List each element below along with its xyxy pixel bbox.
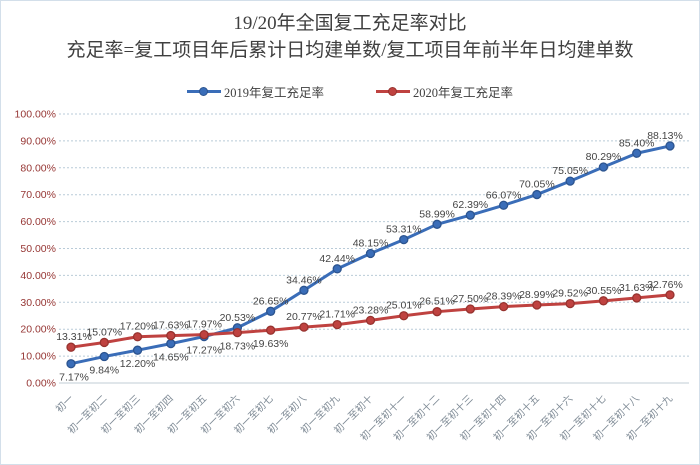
- data-label-1: 20.77%: [286, 311, 322, 323]
- series-marker-0: [532, 189, 542, 200]
- data-label-0: 7.17%: [59, 372, 89, 384]
- y-tick-label: 70.00%: [20, 189, 56, 201]
- series-marker-1: [399, 311, 409, 321]
- data-label-1: 28.39%: [486, 291, 522, 303]
- data-label-1: 17.97%: [186, 319, 222, 331]
- series-marker-1: [66, 342, 76, 352]
- series-marker-0: [332, 264, 342, 274]
- data-label-1: 32.76%: [647, 279, 683, 291]
- y-tick-label: 50.00%: [20, 243, 56, 255]
- data-label-0: 66.07%: [486, 189, 522, 201]
- legend-item-2020: 2020年复工充足率: [376, 82, 513, 101]
- chart-title: 19/20年全国复工充足率对比: [233, 13, 467, 34]
- series-marker-1: [99, 337, 109, 348]
- data-label-1: 26.51%: [419, 296, 455, 308]
- series-marker-1: [565, 298, 575, 309]
- y-tick-label: 0.00%: [26, 378, 56, 390]
- data-label-1: 17.63%: [153, 320, 189, 332]
- series-marker-0: [665, 141, 675, 151]
- series-marker-1: [598, 296, 609, 306]
- data-label-0: 62.39%: [453, 199, 489, 211]
- data-label-1: 19.63%: [253, 338, 289, 350]
- data-label-0: 75.05%: [552, 165, 588, 177]
- data-label-0: 20.53%: [220, 312, 256, 324]
- data-label-0: 34.46%: [286, 274, 322, 286]
- series-marker-0: [465, 210, 475, 220]
- series-marker-1: [299, 322, 309, 332]
- series-marker-0: [299, 285, 309, 295]
- y-tick-label: 100.00%: [15, 109, 56, 121]
- data-label-1: 17.20%: [120, 321, 156, 333]
- line-marker-icon: [186, 87, 221, 96]
- series-marker-0: [565, 176, 575, 186]
- data-label-0: 58.99%: [419, 208, 455, 220]
- series-marker-1: [665, 290, 675, 300]
- y-tick-label: 90.00%: [20, 135, 56, 147]
- line-marker-icon: [376, 87, 410, 96]
- data-label-0: 48.15%: [353, 237, 389, 249]
- data-label-1: 15.07%: [86, 326, 122, 338]
- data-label-1: 13.31%: [56, 331, 92, 343]
- data-label-0: 80.29%: [586, 151, 622, 163]
- series-marker-1: [365, 315, 376, 326]
- data-label-0: 9.84%: [89, 365, 119, 377]
- data-label-1: 30.55%: [586, 285, 622, 297]
- data-label-1: 21.71%: [319, 309, 355, 321]
- series-marker-1: [166, 330, 176, 341]
- series-marker-1: [498, 301, 509, 312]
- data-label-0: 26.65%: [253, 295, 289, 307]
- series-marker-1: [199, 330, 209, 340]
- legend-item-2019: 2019年复工充足率: [186, 82, 324, 101]
- data-label-1: 29.52%: [552, 288, 588, 300]
- series-marker-0: [266, 306, 276, 316]
- data-label-0: 70.05%: [519, 179, 555, 191]
- series-marker-0: [598, 162, 609, 172]
- series-marker-1: [465, 304, 475, 314]
- x-tick-label: 初一: [53, 392, 76, 415]
- series-marker-0: [632, 148, 642, 158]
- series-marker-1: [332, 319, 342, 330]
- series-marker-1: [432, 307, 442, 317]
- series-marker-0: [365, 248, 376, 259]
- legend-label-2020: 2020年复工充足率: [413, 86, 514, 100]
- data-label-1: 25.01%: [386, 300, 422, 312]
- data-label-0: 53.31%: [386, 224, 422, 236]
- series-marker-1: [232, 327, 243, 338]
- series-marker-0: [399, 234, 409, 245]
- data-label-0: 12.20%: [120, 358, 156, 370]
- series-marker-1: [132, 332, 143, 342]
- data-label-0: 42.44%: [319, 253, 355, 265]
- series-marker-0: [498, 200, 509, 210]
- data-label-1: 23.28%: [353, 304, 389, 316]
- series-marker-0: [132, 345, 143, 355]
- series-marker-0: [66, 359, 76, 369]
- y-tick-label: 80.00%: [20, 162, 56, 174]
- legend-label-2019: 2019年复工充足率: [223, 86, 324, 100]
- data-label-0: 14.65%: [153, 352, 189, 364]
- series-marker-0: [432, 219, 442, 229]
- chart-subtitle: 充足率=复工项目年后累计日均建单数/复工项目年前半年日均建单数: [66, 40, 634, 61]
- series-marker-1: [532, 300, 542, 310]
- series-marker-1: [632, 293, 642, 303]
- y-tick-label: 40.00%: [20, 270, 56, 282]
- series-marker-0: [166, 338, 176, 349]
- data-label-0: 17.27%: [186, 345, 222, 357]
- data-label-1: 31.63%: [619, 282, 655, 294]
- chart-legend: 2019年复工充足率 2020年复工充足率: [1, 82, 699, 101]
- series-marker-1: [266, 325, 276, 335]
- data-label-1: 27.50%: [453, 293, 489, 305]
- series-marker-0: [99, 351, 109, 362]
- y-tick-label: 10.00%: [20, 351, 56, 363]
- data-label-0: 88.13%: [647, 130, 683, 142]
- data-label-1: 18.73%: [220, 341, 256, 353]
- y-tick-label: 30.00%: [20, 297, 56, 309]
- data-label-0: 85.40%: [619, 137, 655, 149]
- y-tick-label: 60.00%: [20, 216, 56, 228]
- y-tick-label: 20.00%: [20, 324, 56, 336]
- data-label-1: 28.99%: [519, 289, 555, 301]
